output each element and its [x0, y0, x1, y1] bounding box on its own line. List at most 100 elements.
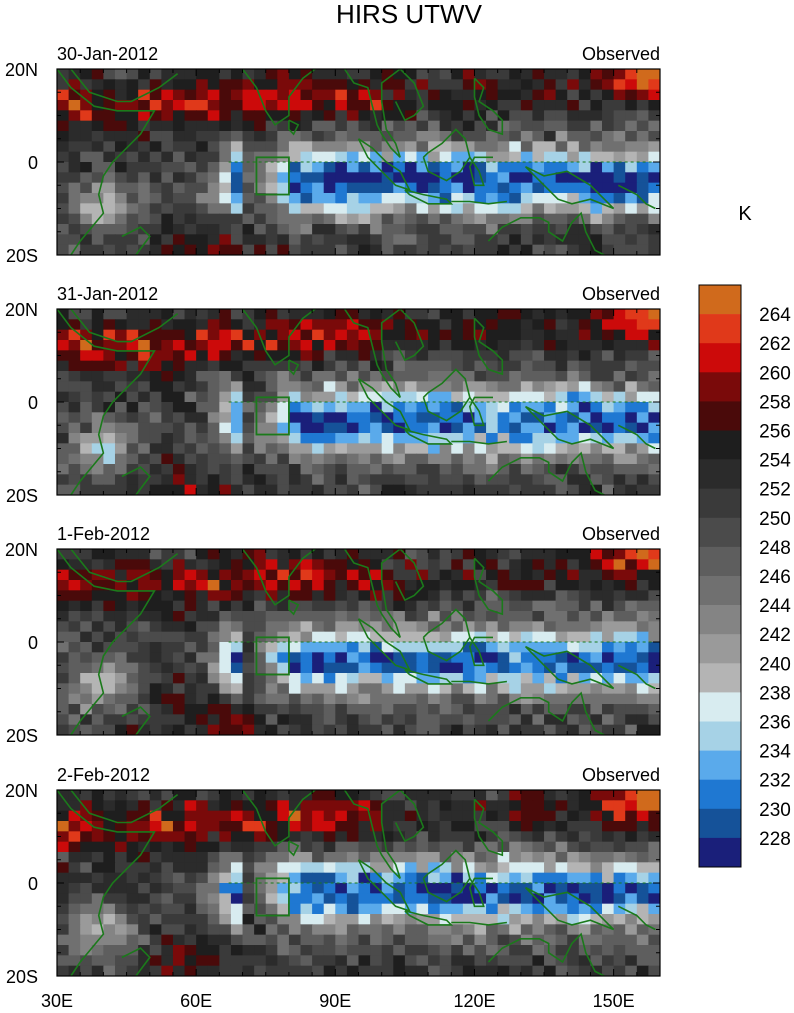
field-cell	[114, 790, 128, 801]
field-cell	[520, 631, 534, 643]
field-cell	[277, 319, 290, 331]
field-cell	[68, 883, 81, 894]
field-cell	[636, 611, 650, 622]
field-cell	[544, 402, 557, 413]
field-cell	[532, 945, 545, 956]
field-cell	[509, 329, 522, 341]
field-cell	[207, 714, 220, 726]
field-cell	[451, 724, 464, 735]
field-cell	[520, 872, 534, 884]
field-cell	[509, 559, 522, 571]
field-cell	[230, 89, 244, 101]
field-cell	[80, 360, 93, 372]
field-cell	[323, 422, 336, 434]
field-cell	[590, 193, 603, 204]
field-cell	[625, 182, 638, 194]
field-cell	[613, 590, 626, 602]
field-cell	[161, 903, 174, 915]
x-tick-label: 150E	[593, 991, 635, 1011]
field-cell	[439, 549, 452, 560]
field-cell	[509, 141, 522, 153]
field-cell	[486, 683, 499, 695]
field-cell	[428, 193, 441, 204]
field-cell	[300, 569, 313, 581]
field-cell	[520, 391, 534, 403]
coastline	[357, 618, 412, 672]
field-cell	[265, 590, 278, 602]
field-cell	[636, 131, 650, 142]
field-cell	[370, 883, 383, 894]
field-cell	[114, 329, 128, 341]
field-cell	[149, 453, 162, 465]
field-cell	[393, 162, 406, 173]
field-cell	[497, 151, 510, 163]
field-cell	[57, 234, 70, 246]
field-cell	[230, 319, 244, 331]
field-cell	[161, 883, 174, 894]
field-cell	[126, 821, 139, 832]
field-cell	[497, 391, 510, 403]
field-cell	[288, 371, 302, 382]
field-cell	[103, 580, 116, 591]
field-cell	[520, 120, 534, 132]
field-cell	[103, 141, 116, 153]
field-cell	[590, 151, 603, 163]
field-cell	[532, 484, 545, 495]
field-cell	[230, 234, 244, 246]
field-cell	[207, 790, 220, 801]
field-cell	[613, 621, 626, 633]
field-cell	[91, 580, 104, 591]
field-cell	[68, 100, 81, 111]
field-cell	[428, 883, 441, 894]
field-cell	[57, 893, 70, 905]
field-cell	[172, 110, 186, 122]
field-cell	[254, 965, 267, 976]
field-cell	[254, 673, 267, 684]
field-cell	[219, 309, 232, 320]
field-cell	[114, 151, 128, 163]
field-cell	[288, 821, 302, 832]
field-cell	[636, 914, 650, 925]
field-cell	[648, 631, 660, 643]
field-cell	[312, 141, 325, 153]
field-cell	[149, 422, 162, 434]
field-cell	[520, 224, 534, 235]
coastline	[524, 886, 615, 931]
field-cell	[358, 862, 371, 874]
field-cell	[114, 580, 128, 591]
field-cell	[544, 329, 557, 341]
field-cell	[265, 193, 278, 204]
field-cell	[335, 381, 348, 393]
field-cell	[567, 213, 580, 225]
field-cell	[590, 569, 603, 581]
field-cell	[625, 224, 638, 235]
field-cell	[265, 172, 278, 184]
field-cell	[138, 484, 151, 495]
field-cell	[254, 831, 267, 843]
coastline	[468, 156, 493, 187]
field-cell	[149, 800, 162, 812]
field-cell	[439, 945, 452, 956]
field-cell	[207, 621, 220, 633]
field-cell	[219, 360, 232, 372]
field-cell	[184, 151, 197, 163]
field-cell	[254, 704, 267, 715]
field-cell	[381, 340, 394, 351]
field-cell	[381, 549, 394, 560]
field-cell	[590, 693, 603, 705]
field-cell	[578, 244, 592, 255]
field-cell	[126, 673, 139, 684]
field-cell	[323, 841, 336, 853]
field-cell	[126, 569, 139, 581]
coastline	[343, 69, 401, 158]
coastline	[422, 849, 471, 903]
field-cell	[138, 433, 151, 444]
field-cell	[68, 704, 81, 715]
field-cell	[544, 100, 557, 111]
field-cell	[230, 872, 244, 884]
field-cell	[439, 182, 452, 194]
field-cell	[300, 693, 313, 705]
field-cell	[358, 965, 371, 976]
field-cell	[57, 182, 70, 194]
field-cell	[277, 914, 290, 925]
